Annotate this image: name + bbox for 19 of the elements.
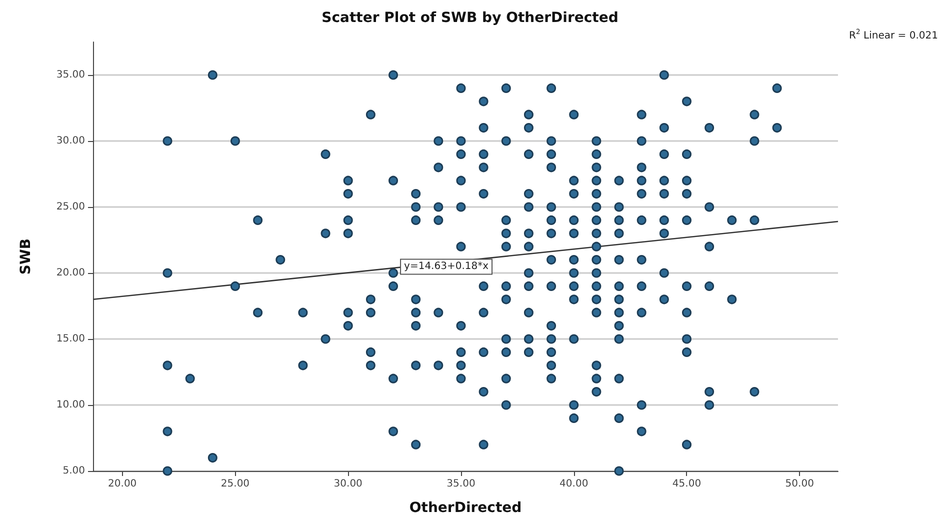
y-tick-label: 20.00 [56, 268, 85, 278]
y-tick-label: 35.00 [56, 70, 85, 80]
x-tick-label: 35.00 [446, 478, 476, 490]
x-tick-label: 25.00 [220, 478, 250, 490]
y-tick-label: 30.00 [56, 136, 85, 146]
y-tick-label: 15.00 [56, 334, 85, 344]
y-tick-label: 10.00 [56, 400, 85, 410]
annotation: y=14.63+0.18*x [404, 261, 489, 272]
x-tick-label: 40.00 [560, 478, 588, 490]
chart-title: Scatter Plot of SWB by OtherDirected [322, 10, 618, 26]
y-axis-title: SWB [18, 238, 34, 275]
x-tick-label: 30.00 [334, 478, 362, 490]
x-tick-label: 50.00 [785, 478, 814, 490]
y-tick-label: 5.00 [62, 466, 85, 476]
x-tick-label: 45.00 [672, 478, 702, 490]
x-tick-label: 20.00 [108, 478, 137, 490]
x-axis-title: OtherDirected [409, 500, 522, 516]
text: R$^{2}$ Linear = 0.021 [848, 28, 938, 42]
y-tick-label: 25.00 [56, 202, 85, 212]
